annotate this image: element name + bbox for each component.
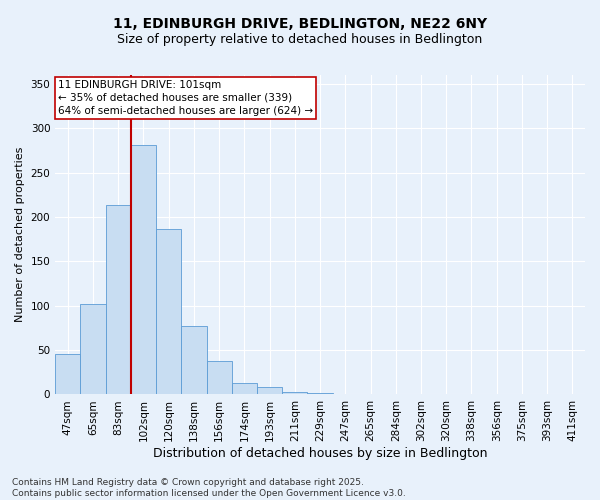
- Bar: [106, 204, 131, 394]
- Text: Size of property relative to detached houses in Bedlington: Size of property relative to detached ho…: [118, 32, 482, 46]
- Y-axis label: Number of detached properties: Number of detached properties: [15, 147, 25, 322]
- Text: 11 EDINBURGH DRIVE: 101sqm
← 35% of detached houses are smaller (339)
64% of sem: 11 EDINBURGH DRIVE: 101sqm ← 35% of deta…: [58, 80, 313, 116]
- Bar: [307, 392, 332, 394]
- Bar: [131, 145, 156, 394]
- Text: 11, EDINBURGH DRIVE, BEDLINGTON, NE22 6NY: 11, EDINBURGH DRIVE, BEDLINGTON, NE22 6N…: [113, 18, 487, 32]
- Bar: [181, 326, 206, 394]
- Bar: [257, 388, 282, 394]
- Bar: [156, 228, 181, 394]
- X-axis label: Distribution of detached houses by size in Bedlington: Distribution of detached houses by size …: [153, 447, 487, 460]
- Text: Contains HM Land Registry data © Crown copyright and database right 2025.
Contai: Contains HM Land Registry data © Crown c…: [12, 478, 406, 498]
- Bar: [282, 392, 307, 394]
- Bar: [55, 354, 80, 395]
- Bar: [206, 360, 232, 394]
- Bar: [232, 383, 257, 394]
- Bar: [80, 304, 106, 394]
